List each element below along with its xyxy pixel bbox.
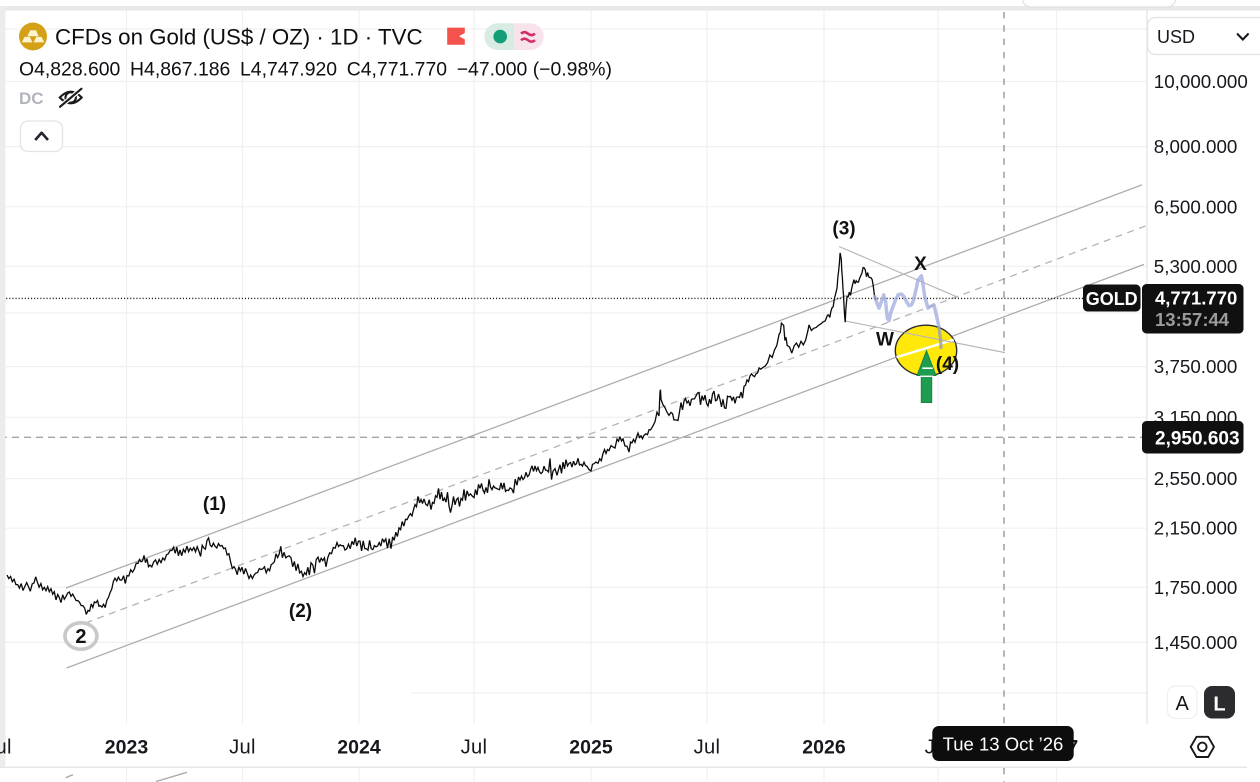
svg-text:A: A [1176, 693, 1190, 715]
svg-text:Jul: Jul [229, 737, 256, 759]
svg-text:O4,828.600 H4,867.186 L4,747.9: O4,828.600 H4,867.186 L4,747.920 C4,771.… [19, 59, 612, 81]
svg-text:1,750.000: 1,750.000 [1154, 577, 1238, 598]
svg-text:2,550.000: 2,550.000 [1154, 468, 1238, 489]
svg-text:3,750.000: 3,750.000 [1154, 356, 1238, 377]
svg-text:(2): (2) [289, 601, 312, 622]
svg-text:DC: DC [19, 89, 44, 108]
svg-text:X: X [914, 254, 927, 275]
svg-text:13:57:44: 13:57:44 [1155, 309, 1230, 330]
svg-text:2025: 2025 [569, 737, 613, 759]
svg-text:GOLD: GOLD [1086, 289, 1138, 309]
svg-text:L: L [1213, 694, 1225, 716]
svg-text:W: W [876, 330, 894, 351]
svg-text:2,950.603: 2,950.603 [1155, 428, 1240, 449]
svg-text:2,150.000: 2,150.000 [1154, 518, 1238, 539]
svg-text:USD: USD [1157, 27, 1195, 47]
svg-text:2023: 2023 [105, 737, 149, 759]
svg-text:(1): (1) [203, 494, 226, 515]
svg-text:(4): (4) [936, 354, 959, 375]
svg-text:6,500.000: 6,500.000 [1154, 196, 1238, 217]
svg-text:8,000.000: 8,000.000 [1154, 136, 1238, 157]
svg-text:Tue 13 Oct ’26: Tue 13 Oct ’26 [943, 734, 1064, 755]
svg-text:10,000.000: 10,000.000 [1154, 71, 1248, 92]
svg-text:CFDs on Gold (US$ / OZ) · 1D ·: CFDs on Gold (US$ / OZ) · 1D · TVC [55, 25, 423, 50]
svg-text:2026: 2026 [802, 737, 846, 759]
svg-text:ul: ul [0, 737, 12, 759]
svg-text:5,300.000: 5,300.000 [1154, 256, 1238, 277]
svg-text:(3): (3) [832, 219, 855, 240]
svg-text:Jul: Jul [694, 737, 721, 759]
svg-text:2024: 2024 [337, 737, 381, 759]
svg-text:4,771.770: 4,771.770 [1155, 287, 1237, 308]
svg-text:2: 2 [75, 626, 86, 648]
svg-text:Jul: Jul [461, 737, 488, 759]
svg-text:1,450.000: 1,450.000 [1154, 632, 1238, 653]
